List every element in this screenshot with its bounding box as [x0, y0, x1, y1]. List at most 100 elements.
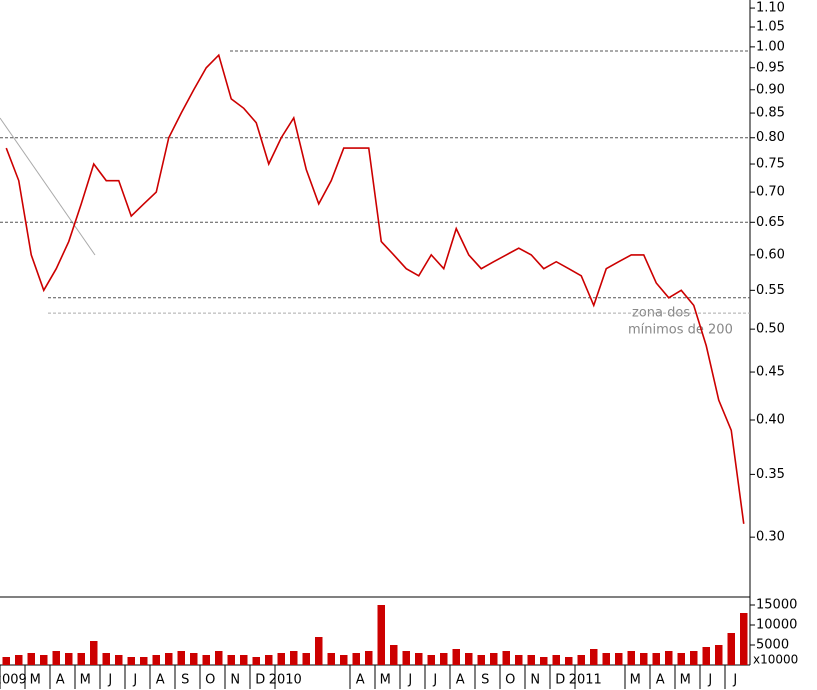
volume-bar [627, 651, 635, 665]
x-tick-label: N [530, 673, 540, 688]
volume-bar [227, 655, 235, 665]
volume-bar [665, 651, 673, 665]
volume-bar [40, 655, 48, 665]
x-tick-label: 2010 [269, 673, 302, 688]
x-tick-label: A [356, 673, 365, 688]
x-tick-label: 2009 [0, 673, 27, 688]
y-tick-label: 1.10 [756, 1, 785, 16]
volume-bar [640, 653, 648, 665]
volume-bar [690, 651, 698, 665]
x-tick-label: D [255, 673, 265, 688]
volume-bar [715, 645, 723, 665]
volume-bar [52, 651, 60, 665]
y-tick-label: 0.30 [756, 530, 785, 545]
y-tick-label: 0.50 [756, 322, 785, 337]
x-tick-label: M [80, 673, 91, 688]
volume-bar [215, 651, 223, 665]
x-tick-label: M [30, 673, 41, 688]
y-tick-label: 0.35 [756, 467, 785, 482]
volume-bar [127, 657, 135, 665]
volume-bar [490, 653, 498, 665]
volume-bar [90, 641, 98, 665]
volume-bar [102, 653, 110, 665]
y-tick-label: 0.85 [756, 106, 785, 121]
volume-bar [415, 653, 423, 665]
volume-bar [377, 605, 385, 665]
volume-bar [177, 651, 185, 665]
volume-bar [515, 655, 523, 665]
y2-tick-label: 15000 [756, 598, 797, 613]
annotation: zona dos [632, 306, 690, 321]
y-tick-label: 0.75 [756, 157, 785, 172]
volume-bar [315, 637, 323, 665]
trend-line [0, 117, 96, 256]
x-tick-label: M [680, 673, 691, 688]
x-tick-label: N [230, 673, 240, 688]
x-tick-label: J [132, 673, 137, 688]
y-tick-label: 0.95 [756, 60, 785, 75]
volume-bar [677, 653, 685, 665]
volume-bar [352, 653, 360, 665]
volume-bar [552, 655, 560, 665]
volume-bar [740, 613, 748, 665]
volume-bar [265, 655, 273, 665]
x-tick-label: J [432, 673, 437, 688]
volume-bar [365, 651, 373, 665]
x-tick-label: M [630, 673, 641, 688]
volume-bar [615, 653, 623, 665]
volume-bar [527, 655, 535, 665]
volume-bar [140, 657, 148, 665]
volume-bar [502, 651, 510, 665]
y-tick-label: 0.45 [756, 365, 785, 380]
volume-bar [327, 653, 335, 665]
x-tick-label: O [205, 673, 215, 688]
volume-bar [477, 655, 485, 665]
price-line [5, 53, 745, 524]
volume-bar [240, 655, 248, 665]
volume-bar [2, 657, 10, 665]
volume-bar [77, 653, 85, 665]
y-tick-label: 0.60 [756, 247, 785, 262]
y-tick-label: 1.00 [756, 39, 785, 54]
x-tick-label: A [456, 673, 465, 688]
volume-bar [165, 653, 173, 665]
y2-tick-label: 10000 [756, 618, 797, 633]
x-tick-label: S [481, 673, 489, 688]
x-tick-label: J [407, 673, 412, 688]
volume-bar [65, 653, 73, 665]
x-tick-label: O [505, 673, 515, 688]
y-tick-label: 0.70 [756, 185, 785, 200]
volume-bar [427, 655, 435, 665]
x-tick-label: A [156, 673, 165, 688]
x-tick-label: D [555, 673, 565, 688]
volume-bar [290, 651, 298, 665]
volume-bar [565, 657, 573, 665]
y-tick-label: 0.80 [756, 130, 785, 145]
volume-bar [302, 653, 310, 665]
volume-bar [115, 655, 123, 665]
y2-tick-label: 5000 [756, 638, 789, 653]
volume-bar [27, 653, 35, 665]
volume-bar [252, 657, 260, 665]
volume-bar [590, 649, 598, 665]
volume-bar [727, 633, 735, 665]
volume-bar [652, 653, 660, 665]
volume-bar [277, 653, 285, 665]
volume-unit: x10000 [753, 653, 798, 667]
volume-bar [15, 655, 23, 665]
y-tick-label: 0.90 [756, 82, 785, 97]
volume-bar [440, 653, 448, 665]
volume-bar [577, 655, 585, 665]
x-tick-label: J [707, 673, 712, 688]
x-tick-label: A [56, 673, 65, 688]
volume-bar [452, 649, 460, 665]
x-tick-label: 2011 [569, 673, 602, 688]
x-tick-label: S [181, 673, 189, 688]
y-tick-label: 0.65 [756, 215, 785, 230]
volume-bar [390, 645, 398, 665]
volume-bar [402, 651, 410, 665]
x-tick-label: M [380, 673, 391, 688]
volume-bar [540, 657, 548, 665]
